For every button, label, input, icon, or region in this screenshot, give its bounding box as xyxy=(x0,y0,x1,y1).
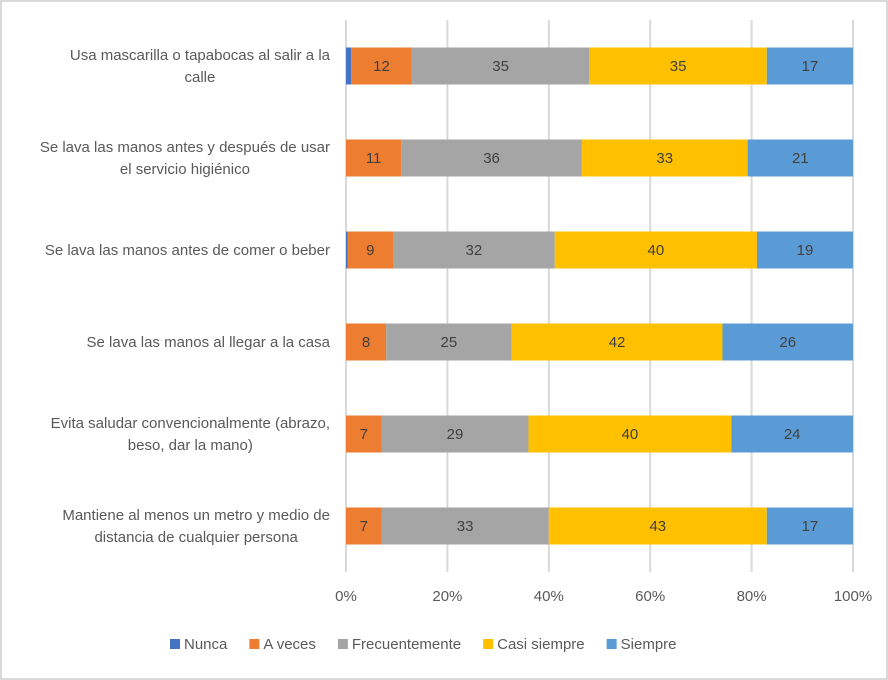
data-label: 32 xyxy=(466,242,483,259)
bar-segment-siempre xyxy=(731,415,853,453)
legend-label: Nunca xyxy=(184,636,228,653)
data-label: 19 xyxy=(797,242,814,259)
data-label: 33 xyxy=(457,518,474,535)
category-label: Se lava las manos al llegar a la casa xyxy=(87,334,331,351)
data-label: 21 xyxy=(792,150,809,167)
bar-segment-frecuentemente xyxy=(381,415,529,453)
bar-row: 9 32 40 19 xyxy=(346,231,853,269)
data-label: 7 xyxy=(360,518,368,535)
bar-segment-siempre xyxy=(722,323,853,361)
gridlines xyxy=(345,20,854,572)
legend-item: Siempre xyxy=(606,636,677,653)
category-label: el servicio higiénico xyxy=(120,161,250,178)
x-tick-label: 100% xyxy=(834,588,872,605)
bar-segment-a-veces xyxy=(346,507,382,545)
bar-segment-casi-siempre xyxy=(554,231,757,269)
legend-label: Siempre xyxy=(621,636,677,653)
bar-row: 7 29 40 24 xyxy=(346,415,853,453)
bar-row: 7 33 43 17 xyxy=(346,507,853,545)
bar-segment-casi-siempre xyxy=(581,139,748,177)
data-label: 8 xyxy=(362,334,370,351)
x-tick-label: 40% xyxy=(534,588,564,605)
legend-swatch xyxy=(249,639,260,649)
data-label: 40 xyxy=(622,426,639,443)
legend-item: Casi siempre xyxy=(483,636,585,653)
legend-swatch xyxy=(337,639,348,649)
bar-segment-a-veces xyxy=(346,415,382,453)
bar-segment-siempre xyxy=(766,507,853,545)
category-label: Se lava las manos antes y después de usa… xyxy=(40,139,330,156)
bar-segment-siempre xyxy=(766,47,853,85)
category-label: Se lava las manos antes de comer o beber xyxy=(45,242,330,259)
legend-item: Nunca xyxy=(170,636,228,653)
data-label: 35 xyxy=(670,58,687,75)
data-label: 17 xyxy=(802,58,819,75)
data-label: 7 xyxy=(360,426,368,443)
category-label: Mantiene al menos un metro y medio de xyxy=(62,507,330,524)
bars: 12 35 35 17 11 36 33 21 9 32 40 19 8 25 42 26 7 29 40 24 7 33… xyxy=(346,47,853,545)
bar-segment-casi-siempre xyxy=(511,323,723,361)
bar-row: 12 35 35 17 xyxy=(346,47,853,85)
legend-label: Frecuentemente xyxy=(352,636,461,653)
bar-segment-nunca xyxy=(346,231,348,269)
bar-segment-siempre xyxy=(756,231,853,269)
data-label: 35 xyxy=(492,58,509,75)
category-label: beso, dar la mano) xyxy=(128,437,253,454)
data-label: 24 xyxy=(784,426,801,443)
bar-segment-frecuentemente xyxy=(411,47,590,85)
bar-segment-frecuentemente xyxy=(401,139,582,177)
bar-row: 11 36 33 21 xyxy=(346,139,853,177)
data-label: 11 xyxy=(366,150,382,167)
data-label: 42 xyxy=(609,334,626,351)
data-label: 26 xyxy=(779,334,796,351)
legend-swatch xyxy=(606,639,617,649)
data-label: 17 xyxy=(802,518,819,535)
data-label: 25 xyxy=(441,334,458,351)
legend: Nunca A veces Frecuentemente Casi siempre Si… xyxy=(170,636,677,653)
data-label: 33 xyxy=(656,150,673,167)
bar-row: 8 25 42 26 xyxy=(346,323,853,361)
legend-item: A veces xyxy=(249,636,316,653)
bar-segment-a-veces xyxy=(351,47,412,85)
legend-item: Frecuentemente xyxy=(337,636,461,653)
bar-segment-a-veces xyxy=(346,323,387,361)
category-label: calle xyxy=(185,69,216,86)
data-label: 12 xyxy=(373,58,390,75)
bar-segment-frecuentemente xyxy=(386,323,512,361)
bar-segment-a-veces xyxy=(346,139,402,177)
category-label: distancia de cualquier persona xyxy=(94,529,298,546)
bar-segment-casi-siempre xyxy=(589,47,767,85)
bar-segment-frecuentemente xyxy=(393,231,555,269)
x-axis-ticks: 0% 20% 40% 60% 80% 100% xyxy=(335,588,872,605)
x-tick-label: 20% xyxy=(432,588,462,605)
x-tick-label: 80% xyxy=(737,588,767,605)
bar-segment-frecuentemente xyxy=(381,507,549,545)
data-label: 43 xyxy=(649,518,666,535)
x-tick-label: 60% xyxy=(635,588,665,605)
data-label: 36 xyxy=(483,150,500,167)
category-labels: Usa mascarilla o tapabocas al salir a la… xyxy=(40,47,331,546)
data-label: 29 xyxy=(447,426,464,443)
bar-segment-nunca xyxy=(346,47,352,85)
legend-swatch xyxy=(170,639,180,649)
bar-segment-a-veces xyxy=(347,231,394,269)
bar-segment-siempre xyxy=(747,139,853,177)
data-label: 9 xyxy=(366,242,374,259)
legend-label: Casi siempre xyxy=(497,636,585,653)
legend-label: A veces xyxy=(263,636,316,653)
x-tick-label: 0% xyxy=(335,588,357,605)
bar-segment-casi-siempre xyxy=(528,415,732,453)
category-label: Evita saludar convencionalmente (abrazo, xyxy=(51,415,330,432)
data-label: 40 xyxy=(648,242,665,259)
bar-segment-casi-siempre xyxy=(548,507,767,545)
category-label: Usa mascarilla o tapabocas al salir a la xyxy=(70,47,331,64)
legend-swatch xyxy=(483,639,494,649)
